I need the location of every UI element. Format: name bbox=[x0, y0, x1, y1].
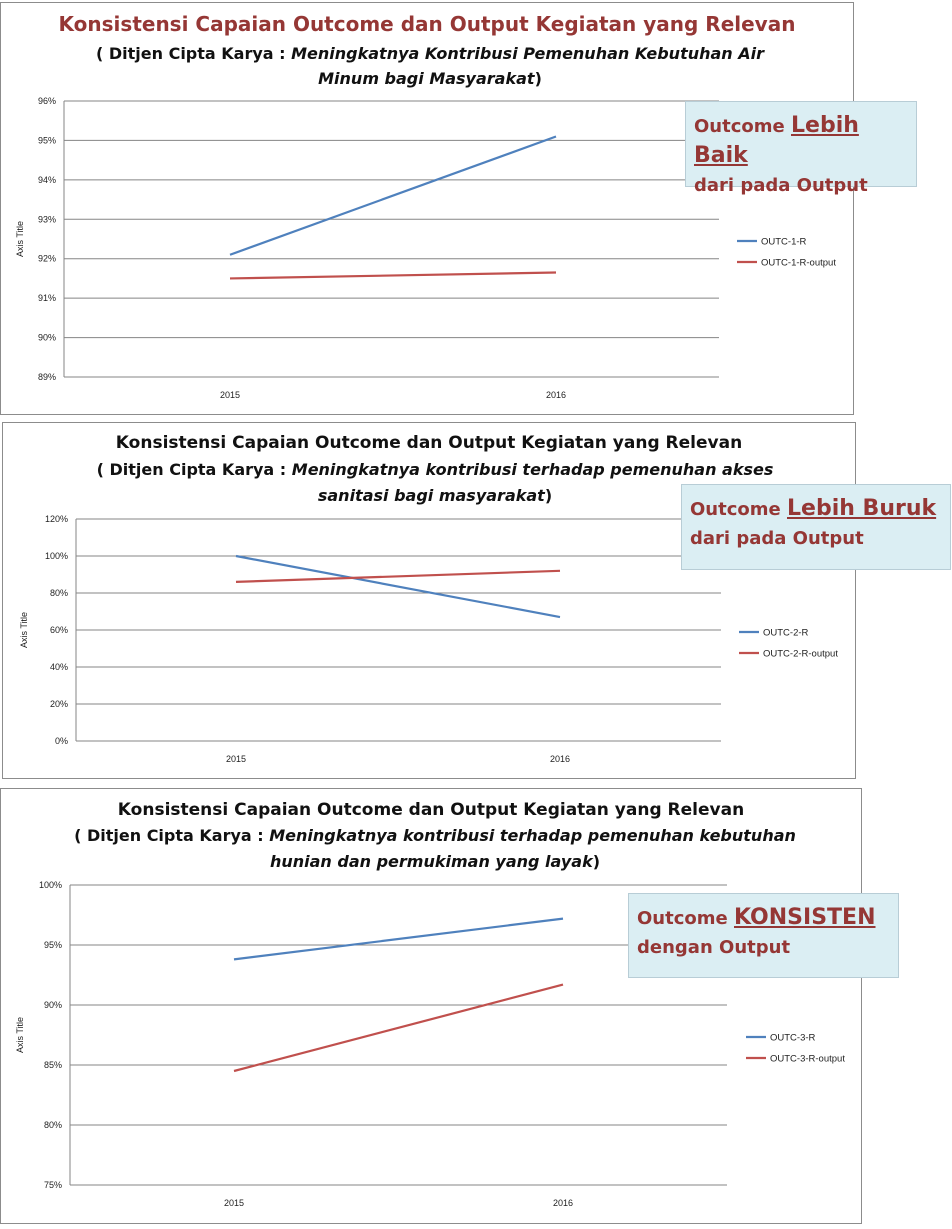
y-tick-label: 91% bbox=[38, 293, 56, 303]
y-tick-label: 40% bbox=[50, 662, 68, 672]
legend-label: OUTC-1-R-output bbox=[761, 258, 836, 269]
chart-subtitle-3: ( Ditjen Cipta Karya : Meningkatnya kont… bbox=[74, 826, 796, 871]
legend-label: OUTC-1-R bbox=[761, 237, 807, 248]
y-tick-label: 93% bbox=[38, 214, 56, 224]
x-tick-label: 2016 bbox=[553, 1198, 573, 1208]
legend-label: OUTC-3-R-output bbox=[770, 1054, 845, 1065]
series-line-1 bbox=[235, 554, 561, 619]
x-tick-label: 2016 bbox=[550, 754, 570, 764]
chart-panel-1 bbox=[0, 2, 854, 415]
series-line-2 bbox=[235, 569, 561, 583]
x-tick-label: 2015 bbox=[224, 1198, 244, 1208]
y-axis-title: Axis Title bbox=[15, 1017, 25, 1053]
series-line-1 bbox=[233, 917, 564, 961]
y-tick-label: 100% bbox=[39, 880, 62, 890]
callout-2: Outcome Lebih Buruk dari pada Output bbox=[681, 484, 951, 570]
legend-label: OUTC-3-R bbox=[770, 1033, 816, 1044]
chart-panel-3 bbox=[0, 788, 862, 1224]
legend-label: OUTC-2-R bbox=[763, 628, 809, 639]
y-tick-label: 80% bbox=[50, 588, 68, 598]
chart-title-1: Konsistensi Capaian Outcome dan Output K… bbox=[58, 12, 796, 36]
x-tick-label: 2016 bbox=[546, 390, 566, 400]
series-line-1 bbox=[229, 135, 557, 256]
callout-1: Outcome Lebih Baik dari pada Output bbox=[685, 101, 917, 196]
chart-panel-2 bbox=[2, 422, 856, 779]
y-tick-label: 94% bbox=[38, 175, 56, 185]
y-tick-label: 60% bbox=[50, 625, 68, 635]
y-tick-label: 100% bbox=[45, 551, 68, 561]
chart-subtitle-2: ( Ditjen Cipta Karya : Meningkatnya kont… bbox=[96, 460, 774, 505]
chart-title-2: Konsistensi Capaian Outcome dan Output K… bbox=[115, 433, 743, 453]
y-tick-label: 92% bbox=[38, 254, 56, 264]
y-tick-label: 120% bbox=[45, 514, 68, 524]
y-tick-label: 75% bbox=[44, 1180, 62, 1190]
legend-label: OUTC-2-R-output bbox=[763, 649, 838, 660]
y-tick-label: 90% bbox=[38, 333, 56, 343]
y-tick-label: 80% bbox=[44, 1120, 62, 1130]
y-tick-label: 85% bbox=[44, 1060, 62, 1070]
chart-title-3: Konsistensi Capaian Outcome dan Output K… bbox=[117, 800, 745, 820]
y-axis-title: Axis Title bbox=[19, 612, 29, 648]
y-tick-label: 89% bbox=[38, 372, 56, 382]
y-tick-label: 96% bbox=[38, 96, 56, 106]
series-line-2 bbox=[229, 271, 557, 280]
y-tick-label: 95% bbox=[44, 940, 62, 950]
callout-3: Outcome KONSISTEN dengan Output bbox=[628, 893, 899, 978]
x-tick-label: 2015 bbox=[226, 754, 246, 764]
y-tick-label: 95% bbox=[38, 135, 56, 145]
x-tick-label: 2015 bbox=[220, 390, 240, 400]
y-tick-label: 90% bbox=[44, 1000, 62, 1010]
series-line-2 bbox=[233, 983, 564, 1073]
y-tick-label: 20% bbox=[50, 699, 68, 709]
chart-subtitle-1: ( Ditjen Cipta Karya : Meningkatnya Kont… bbox=[95, 44, 765, 88]
y-tick-label: 0% bbox=[55, 736, 68, 746]
y-axis-title: Axis Title bbox=[15, 221, 25, 257]
